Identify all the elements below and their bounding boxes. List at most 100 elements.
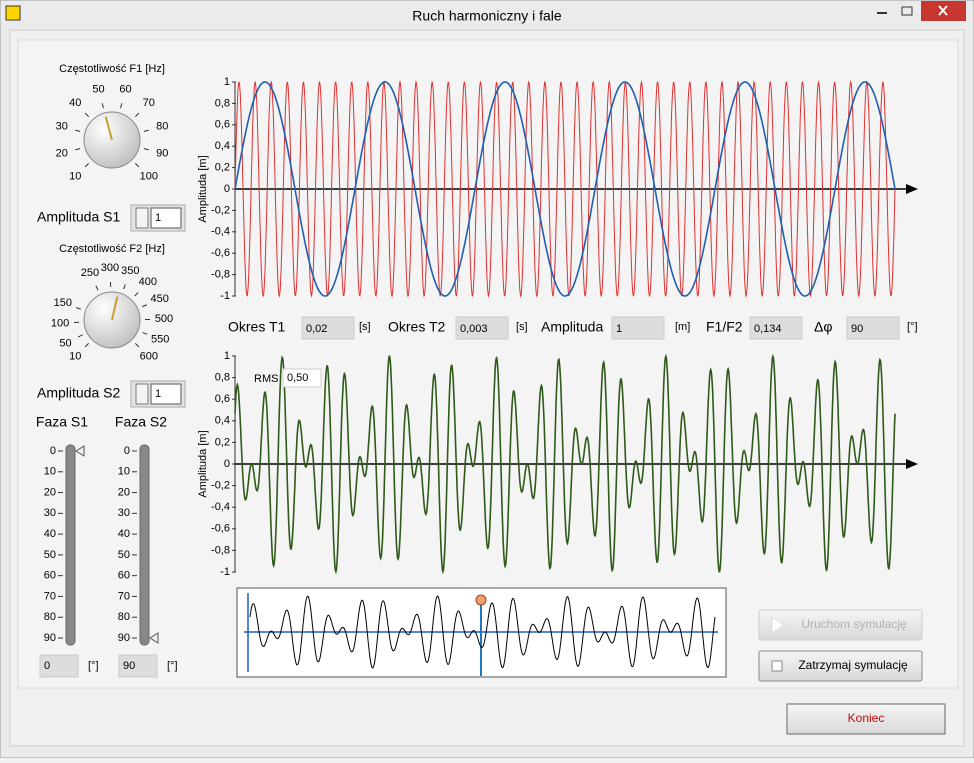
slider-tick-label: 70 — [118, 590, 130, 602]
knob-label: Częstotliwość F2 [Hz] — [59, 243, 165, 255]
y-tick-label: 0,8 — [215, 97, 230, 109]
y-tick-label: -0,4 — [211, 226, 230, 238]
y-tick-label: -0,8 — [211, 544, 230, 556]
knob-tick-label: 10 — [69, 351, 81, 363]
slider-tick-label: 60 — [44, 570, 56, 582]
y-tick-label: -0,6 — [211, 523, 230, 535]
slider-unit: [°] — [167, 660, 178, 672]
slider-tick-label: 60 — [118, 570, 130, 582]
indicator-label: Okres T1 — [228, 319, 286, 335]
y-tick-label: 0,8 — [215, 372, 230, 384]
stop-button-label: Zatrzymaj symulację — [798, 658, 908, 672]
y-tick-label: 0 — [224, 458, 230, 470]
y-tick-label: 0 — [224, 183, 230, 195]
knob-tick-label: 50 — [59, 337, 71, 349]
indicator-value: 0,134 — [754, 323, 782, 335]
app-icon — [6, 6, 20, 20]
indicator-unit: [s] — [516, 321, 528, 333]
y-tick-label: 0,6 — [215, 119, 230, 131]
indicator-value: 1 — [616, 323, 622, 335]
y-axis-label: Amplituda [m] — [197, 155, 209, 222]
indicator-unit: [°] — [907, 321, 918, 333]
y-tick-label: -1 — [220, 290, 230, 302]
slider-value: 90 — [123, 660, 135, 672]
y-tick-label: 0,4 — [215, 140, 230, 152]
y-tick-label: 0,2 — [215, 436, 230, 448]
knob-tick-label: 400 — [139, 276, 157, 288]
slider-tick-label: 10 — [44, 466, 56, 478]
indicator-label: Δφ — [814, 319, 832, 335]
knob-tick-label: 100 — [140, 171, 158, 183]
knob-tick-label: 50 — [92, 84, 104, 96]
slider-tick-label: 50 — [44, 549, 56, 561]
indicator-value: 90 — [851, 323, 863, 335]
y-axis-label: Amplituda [m] — [197, 430, 209, 497]
indicator-label: Amplituda — [541, 319, 603, 335]
indicator-label: F1/F2 — [706, 319, 743, 335]
start-button-label: Uruchom symulację — [801, 617, 907, 631]
knob-tick-label: 20 — [56, 147, 68, 159]
knob-tick-label: 600 — [140, 351, 158, 363]
y-tick-label: -0,4 — [211, 501, 230, 513]
y-tick-label: -0,2 — [211, 480, 230, 492]
rms-label: RMS — [254, 373, 278, 385]
slider-tick-label: 80 — [44, 611, 56, 623]
window-title: Ruch harmoniczny i fale — [412, 8, 562, 24]
knob-tick-label: 40 — [69, 97, 81, 109]
numeric-value: 1 — [155, 388, 161, 400]
slider-tick-label: 10 — [118, 466, 130, 478]
slider-tick-label: 30 — [44, 507, 56, 519]
knob-tick-label: 60 — [119, 84, 131, 96]
knob-tick-label: 10 — [69, 171, 81, 183]
slider-tick-label: 90 — [118, 632, 130, 644]
y-tick-label: -0,6 — [211, 247, 230, 259]
slider-tick-label: 40 — [44, 528, 56, 540]
cursor-handle[interactable] — [476, 595, 486, 605]
slider-tick-label: 70 — [44, 590, 56, 602]
slider-tick-label: 20 — [44, 486, 56, 498]
slider-unit: [°] — [88, 660, 99, 672]
slider-label: Faza S1 — [36, 414, 88, 430]
knob-tick-label: 100 — [51, 317, 69, 329]
slider-tick-label: 80 — [118, 611, 130, 623]
slider-tick-label: 30 — [118, 507, 130, 519]
slider-tick-label: 90 — [44, 632, 56, 644]
end-button-label: Koniec — [848, 711, 885, 725]
knob-tick-label: 150 — [54, 297, 72, 309]
amplitude-label: Amplituda S1 — [37, 209, 120, 225]
amplitude-label: Amplituda S2 — [37, 385, 120, 401]
slider-tick-label: 50 — [118, 549, 130, 561]
indicator-unit: [s] — [359, 321, 371, 333]
y-tick-label: -0,8 — [211, 269, 230, 281]
indicator-unit: [m] — [675, 321, 690, 333]
slider-tick-label: 20 — [118, 486, 130, 498]
y-tick-label: 1 — [224, 76, 230, 88]
y-tick-label: 0,2 — [215, 162, 230, 174]
indicator-value: 0,02 — [306, 323, 327, 335]
y-tick-label: 1 — [224, 350, 230, 362]
indicator-label: Okres T2 — [388, 319, 446, 335]
y-tick-label: -0,2 — [211, 204, 230, 216]
slider-tick-label: 0 — [50, 445, 56, 457]
slider-label: Faza S2 — [115, 414, 167, 430]
spin-button[interactable] — [136, 384, 148, 404]
slider-track — [140, 445, 149, 645]
knob-label: Częstotliwość F1 [Hz] — [59, 63, 165, 75]
slider-tick-label: 0 — [124, 445, 130, 457]
knob-tick-label: 250 — [81, 267, 99, 279]
spin-button[interactable] — [136, 208, 148, 228]
knob-tick-label: 350 — [121, 265, 139, 277]
slider-value: 0 — [44, 660, 50, 672]
y-tick-label: -1 — [220, 566, 230, 578]
stop-checkbox[interactable] — [772, 661, 782, 671]
rms-value: 0,50 — [287, 372, 308, 384]
knob-tick-label: 70 — [143, 97, 155, 109]
knob-tick-label: 450 — [150, 293, 168, 305]
indicator-value: 0,003 — [460, 323, 488, 335]
knob-tick-label: 500 — [155, 313, 173, 325]
knob-tick-label: 300 — [101, 262, 119, 274]
knob-tick-label: 30 — [56, 120, 68, 132]
knob-tick-label: 550 — [151, 333, 169, 345]
knob-tick-label: 90 — [156, 147, 168, 159]
